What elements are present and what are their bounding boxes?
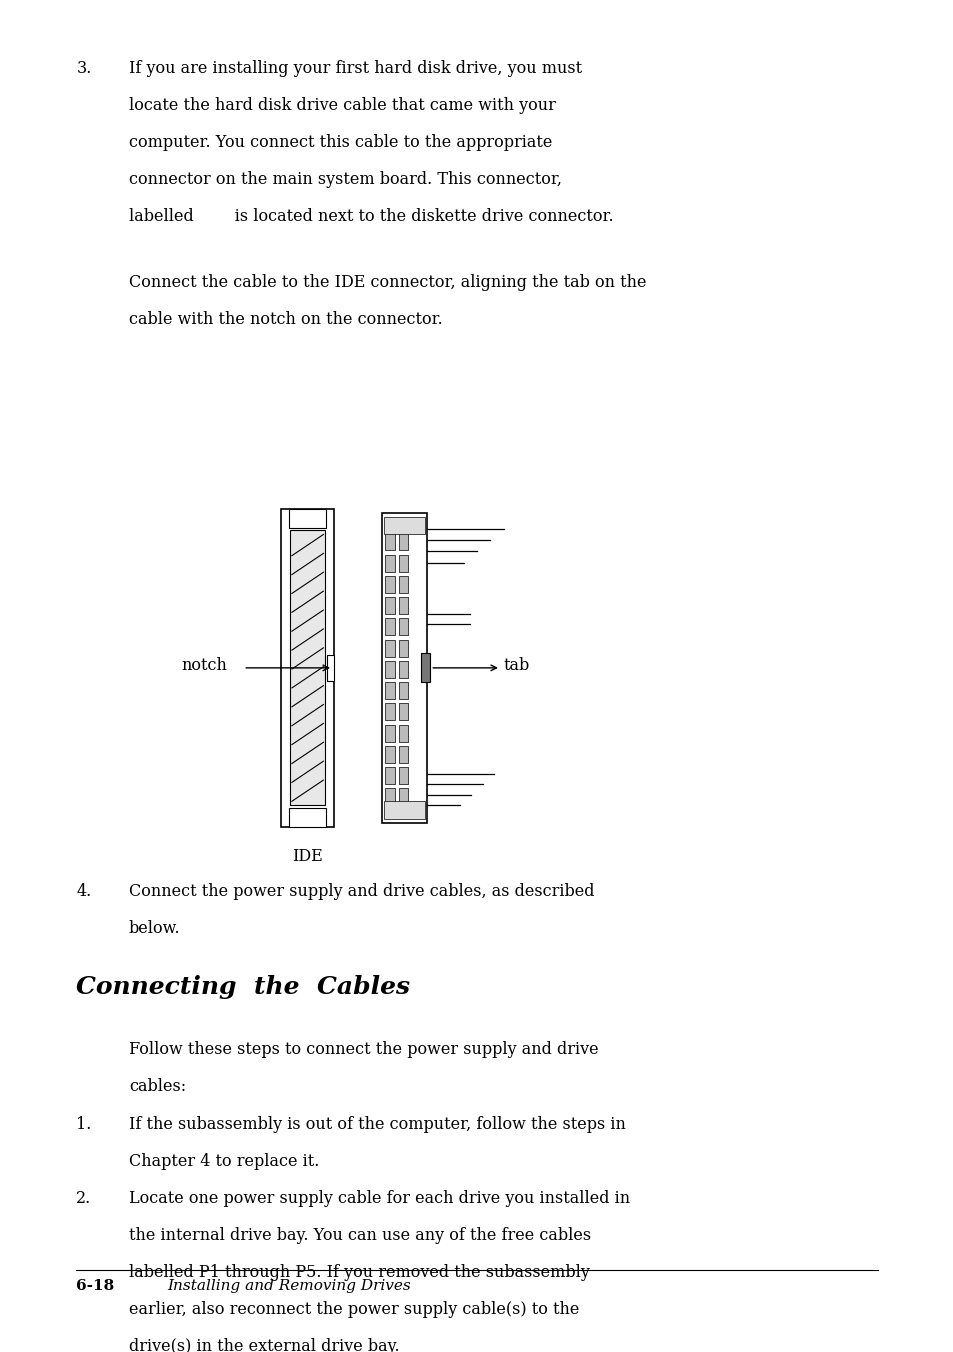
Bar xyxy=(290,530,325,806)
Bar xyxy=(384,802,424,818)
Text: labelled        is located next to the diskette drive connector.: labelled is located next to the diskette… xyxy=(129,208,613,224)
Text: Connect the power supply and drive cables, as described: Connect the power supply and drive cable… xyxy=(129,883,594,900)
Bar xyxy=(398,533,408,550)
Bar xyxy=(385,533,395,550)
Bar xyxy=(385,746,395,763)
Text: Connect the cable to the IDE connector, aligning the tab on the: Connect the cable to the IDE connector, … xyxy=(129,273,645,291)
Bar xyxy=(327,654,334,681)
Bar xyxy=(289,510,326,527)
Bar xyxy=(398,618,408,635)
Bar xyxy=(385,703,395,721)
Bar xyxy=(385,683,395,699)
Text: tab: tab xyxy=(503,657,530,675)
Text: 4.: 4. xyxy=(76,883,91,900)
Bar xyxy=(398,554,408,572)
Text: connector on the main system board. This connector,: connector on the main system board. This… xyxy=(129,170,561,188)
Bar xyxy=(385,618,395,635)
Text: drive(s) in the external drive bay.: drive(s) in the external drive bay. xyxy=(129,1338,399,1352)
Bar xyxy=(385,661,395,677)
Text: 1.: 1. xyxy=(76,1117,91,1133)
Text: the internal drive bay. You can use any of the free cables: the internal drive bay. You can use any … xyxy=(129,1228,590,1244)
Text: cable with the notch on the connector.: cable with the notch on the connector. xyxy=(129,311,442,327)
Text: below.: below. xyxy=(129,921,180,937)
Bar xyxy=(381,514,427,822)
Text: IDE: IDE xyxy=(292,848,323,865)
Text: cables:: cables: xyxy=(129,1078,186,1095)
Text: Locate one power supply cable for each drive you installed in: Locate one power supply cable for each d… xyxy=(129,1190,629,1207)
Bar xyxy=(385,725,395,742)
Text: earlier, also reconnect the power supply cable(s) to the: earlier, also reconnect the power supply… xyxy=(129,1302,578,1318)
Bar xyxy=(385,639,395,657)
Bar xyxy=(385,554,395,572)
Bar xyxy=(385,788,395,806)
Bar xyxy=(398,767,408,784)
Bar xyxy=(398,746,408,763)
Bar xyxy=(398,598,408,614)
Bar xyxy=(398,725,408,742)
Bar xyxy=(385,598,395,614)
Text: Connecting  the  Cables: Connecting the Cables xyxy=(76,975,410,999)
Bar xyxy=(420,653,430,683)
Bar xyxy=(398,661,408,677)
Text: labelled P1 through P5. If you removed the subassembly: labelled P1 through P5. If you removed t… xyxy=(129,1264,589,1282)
Text: Follow these steps to connect the power supply and drive: Follow these steps to connect the power … xyxy=(129,1041,598,1057)
Text: notch: notch xyxy=(181,657,227,675)
Bar xyxy=(398,683,408,699)
Bar xyxy=(385,576,395,592)
Text: locate the hard disk drive cable that came with your: locate the hard disk drive cable that ca… xyxy=(129,96,555,114)
Text: 3.: 3. xyxy=(76,59,91,77)
Bar xyxy=(398,788,408,806)
Text: 6-18: 6-18 xyxy=(76,1279,114,1293)
Bar xyxy=(289,808,326,826)
Text: 2.: 2. xyxy=(76,1190,91,1207)
Bar xyxy=(385,767,395,784)
Text: If you are installing your first hard disk drive, you must: If you are installing your first hard di… xyxy=(129,59,581,77)
Bar xyxy=(398,639,408,657)
Text: computer. You connect this cable to the appropriate: computer. You connect this cable to the … xyxy=(129,134,552,150)
Text: Installing and Removing Drives: Installing and Removing Drives xyxy=(167,1279,411,1293)
Text: Chapter 4 to replace it.: Chapter 4 to replace it. xyxy=(129,1153,319,1171)
Bar xyxy=(281,510,334,826)
Bar xyxy=(398,703,408,721)
Bar xyxy=(384,516,424,534)
Text: If the subassembly is out of the computer, follow the steps in: If the subassembly is out of the compute… xyxy=(129,1117,625,1133)
Bar xyxy=(398,576,408,592)
